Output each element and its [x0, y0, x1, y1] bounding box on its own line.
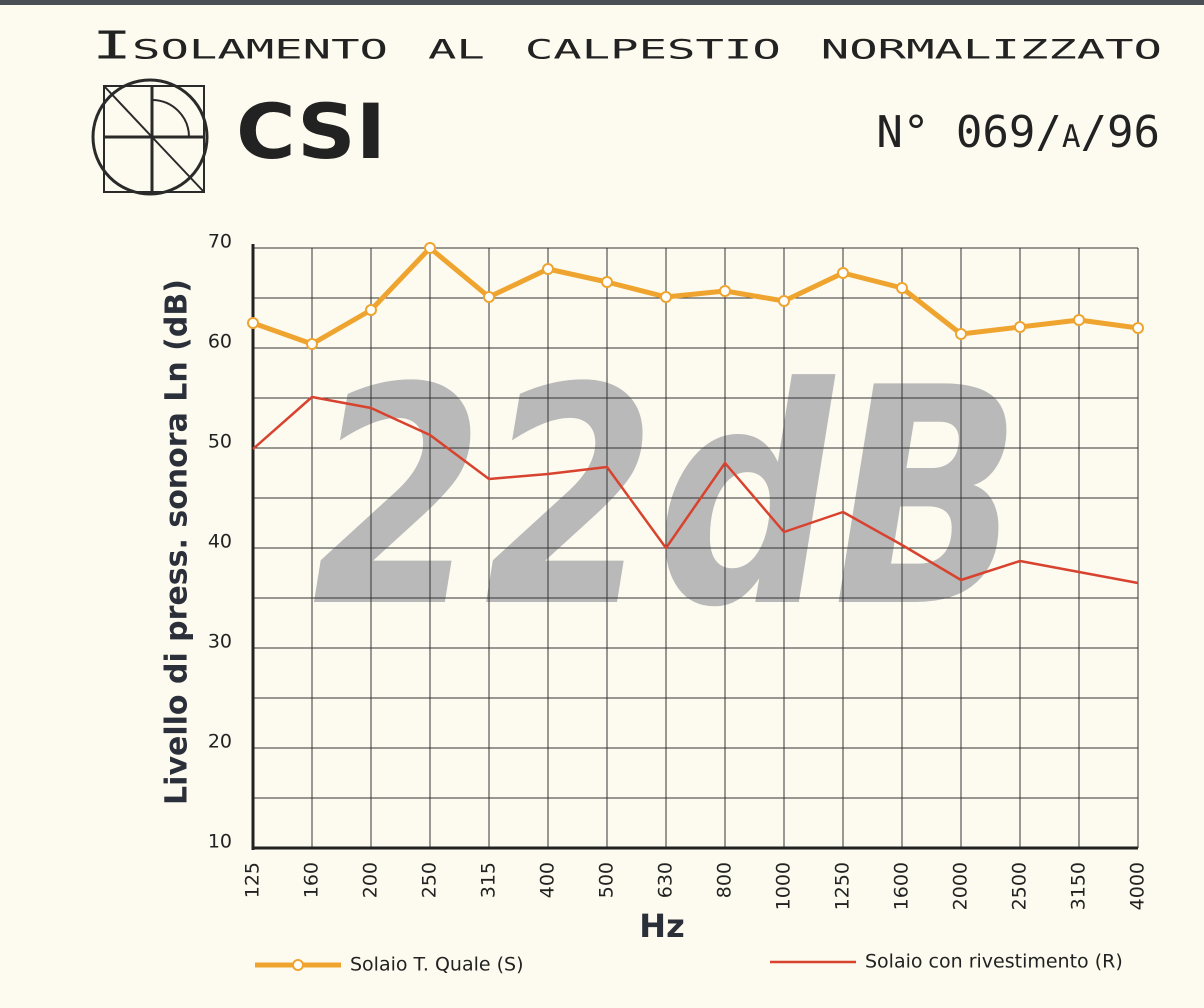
document-number: N° 069/a/96: [876, 107, 1160, 158]
x-tick-label: 630: [655, 862, 677, 898]
point: [306, 338, 318, 350]
x-tick-label: 800: [714, 862, 736, 898]
point: [719, 285, 731, 297]
x-tick-label: 1600: [891, 862, 913, 910]
x-tick-label: 250: [419, 862, 441, 898]
x-axis-label: Hz: [639, 907, 684, 945]
top-border: [0, 0, 1204, 5]
x-tick-label: 125: [242, 862, 264, 898]
chart-title: Isolamento al calpestio normalizzato: [92, 24, 1162, 68]
point: [601, 276, 613, 288]
x-tick-label: 4000: [1127, 862, 1149, 910]
x-tick-label: 200: [360, 862, 382, 898]
y-tick-label: 50: [208, 431, 232, 453]
watermark: 22dB: [312, 324, 1022, 673]
point: [837, 267, 849, 279]
x-tick-label: 2500: [1009, 862, 1031, 910]
point: [896, 282, 908, 294]
series-line: [252, 245, 1139, 347]
logo-text: CSI: [236, 87, 386, 176]
legend-marker: [292, 959, 304, 971]
x-tick-label: 3150: [1068, 862, 1090, 910]
series-line: [252, 395, 1139, 585]
logo-mark: [91, 78, 209, 196]
x-tick-label: 2000: [950, 862, 972, 910]
legend-label: Solaio con rivestimento (R): [865, 951, 1123, 973]
point: [542, 263, 554, 275]
y-tick-label: 60: [208, 331, 232, 353]
x-tick-label: 400: [537, 862, 559, 898]
x-tick-label: 1000: [773, 862, 795, 910]
x-tick-label: 160: [301, 862, 323, 898]
point: [660, 291, 672, 303]
y-tick-label: 10: [208, 831, 232, 853]
point: [1132, 322, 1144, 334]
y-tick-label: 20: [208, 731, 232, 753]
point: [955, 328, 967, 340]
y-tick-label: 30: [208, 631, 232, 653]
y-tick-label: 40: [208, 531, 232, 553]
point: [1073, 314, 1085, 326]
point: [365, 304, 377, 316]
x-tick-label: 315: [478, 862, 500, 898]
point: [247, 317, 259, 329]
x-tick-label: 500: [596, 862, 618, 898]
x-tick-label: 1250: [832, 862, 854, 910]
point: [424, 242, 436, 254]
point: [778, 295, 790, 307]
legend-label: Solaio T. Quale (S): [350, 954, 524, 976]
point: [483, 291, 495, 303]
y-axis-label: Livello di press. sonora Ln (dB): [160, 279, 195, 805]
point: [1014, 321, 1026, 333]
y-tick-label: 70: [208, 231, 232, 253]
